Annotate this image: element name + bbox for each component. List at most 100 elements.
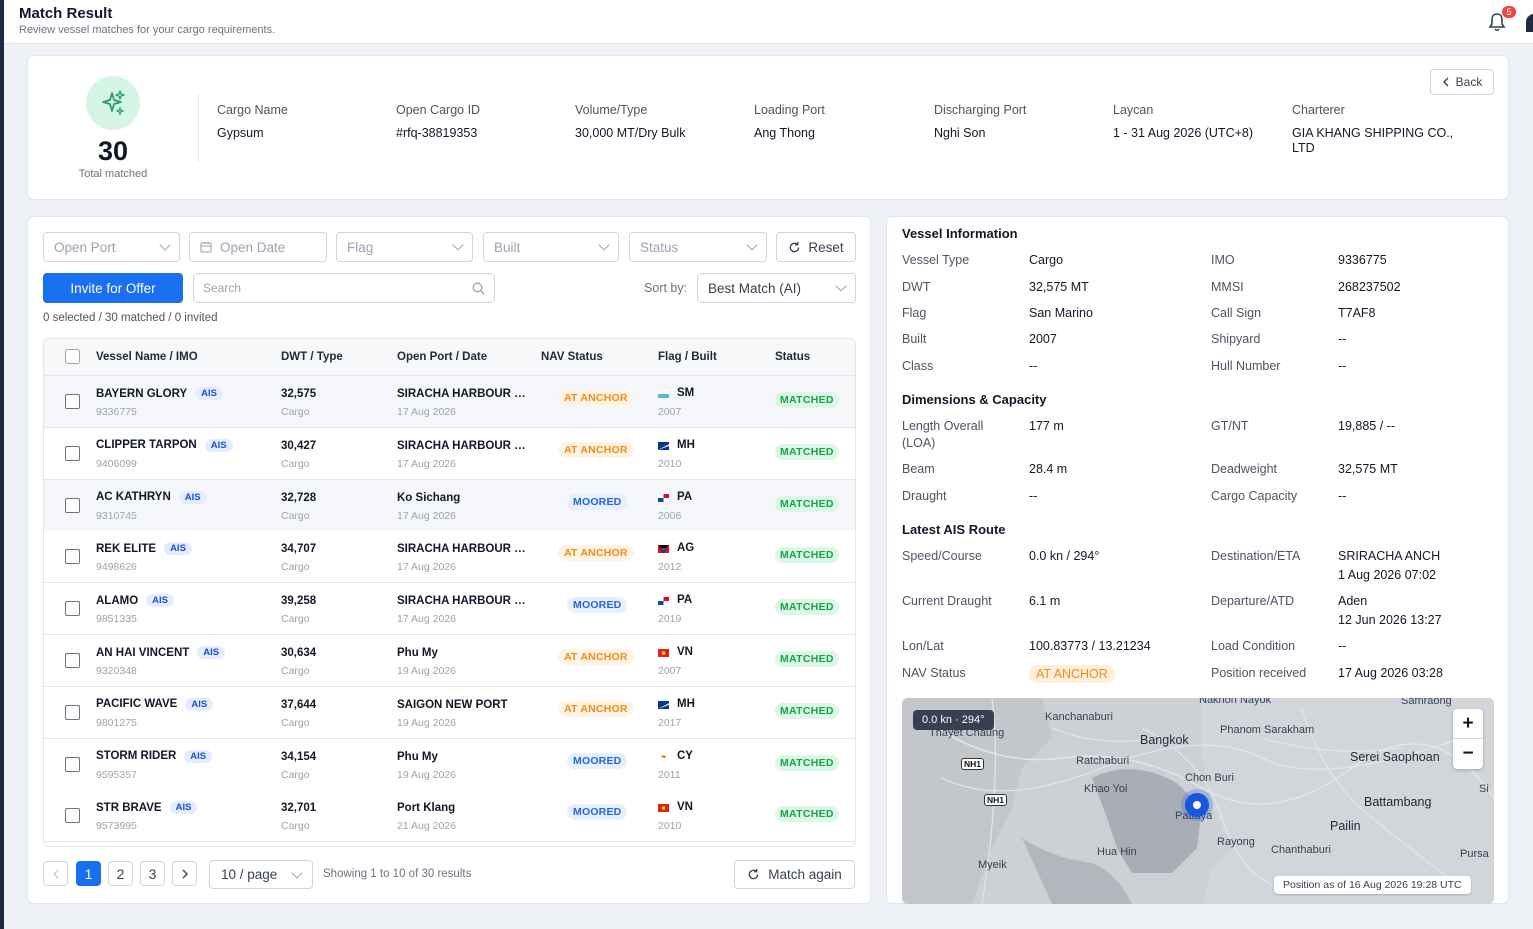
vessel-name[interactable]: ALAMO AIS: [96, 594, 175, 608]
sidebar-edge: [0, 0, 4, 929]
search-input[interactable]: Search: [193, 273, 495, 303]
road-shield: NH1: [984, 794, 1008, 806]
search-icon: [472, 282, 485, 294]
chevron-left-icon: [52, 869, 58, 878]
table-row[interactable]: STR BRAVE AIS 9573995 32,701 Cargo Port Klang…: [44, 790, 855, 843]
built-year: 2012: [658, 561, 682, 574]
vessel-name[interactable]: CLIPPER TARPON AIS: [96, 438, 233, 452]
zoom-in-button[interactable]: +: [1453, 709, 1483, 739]
per-page-select[interactable]: 10 / page: [209, 860, 313, 889]
vessel-name[interactable]: PACIFIC WAVE AIS: [96, 697, 214, 711]
built-year: 2010: [658, 457, 682, 470]
chevron-left-icon: [1442, 77, 1449, 87]
open-date: 19 Aug 2026: [397, 665, 456, 677]
next-page-button[interactable]: [172, 861, 197, 886]
open-port: Ko Sichang: [397, 491, 461, 504]
vessel-type: Cargo: [281, 768, 310, 781]
table-row[interactable]: BAYERN GLORY AIS 9336775 32,575 Cargo SIRACHA…: [44, 376, 855, 428]
row-checkbox[interactable]: [65, 549, 80, 565]
page-1-button[interactable]: 1: [76, 861, 101, 886]
status-filter[interactable]: Status: [629, 232, 767, 262]
table-row[interactable]: AC KATHRYN AIS 9310745 32,728 Cargo Ko Sichan…: [44, 479, 855, 532]
row-checkbox[interactable]: [65, 756, 80, 772]
vessel-imo: 9406099: [96, 457, 137, 470]
zoom-out-button[interactable]: −: [1462, 743, 1474, 764]
vessel-imo: 9320348: [96, 665, 137, 677]
table-row[interactable]: PACIFIC WAVE AIS 9801275 37,644 Cargo SAIGON …: [44, 686, 855, 739]
vessel-name[interactable]: AN HAI VINCENT AIS: [96, 646, 226, 659]
total-matched-label: Total matched: [78, 168, 148, 180]
select-all-checkbox[interactable]: [65, 349, 80, 364]
vessel-dwt: 37,644: [281, 698, 317, 711]
vessel-location-pin-icon[interactable]: [1185, 793, 1209, 817]
vessel-type: Cargo: [281, 509, 310, 522]
built-filter[interactable]: Built: [483, 232, 619, 262]
table-row[interactable]: STORM RIDER AIS 9595357 34,154 Cargo Phu My 19…: [44, 738, 855, 791]
chevron-right-icon: [182, 869, 188, 878]
ais-badge: AIS: [195, 387, 224, 400]
col-dwt: DWT / Type: [281, 351, 343, 363]
row-checkbox[interactable]: [65, 704, 80, 720]
table-row[interactable]: AN HAI VINCENT AIS 9320348 30,634 Cargo Phu M…: [44, 635, 855, 687]
reset-button[interactable]: Reset: [776, 232, 856, 262]
flag-code: AG: [677, 542, 695, 555]
row-checkbox[interactable]: [65, 445, 80, 461]
page-3-button[interactable]: 3: [140, 861, 165, 886]
open-port: SIRACHA HARBOUR PORT: [397, 595, 533, 608]
flag-code: PA: [677, 594, 693, 607]
position-timestamp: Position as of 16 Aug 2026 19:28 UTC: [1274, 876, 1471, 894]
nav-status-badge: AT ANCHOR: [558, 441, 634, 458]
row-checkbox[interactable]: [65, 394, 80, 409]
table-row[interactable]: ALAMO AIS 9851335 39,258 Cargo SIRACHA HARBOU…: [44, 583, 855, 636]
row-checkbox[interactable]: [65, 653, 80, 668]
results-summary: Showing 1 to 10 of 30 results: [323, 868, 472, 880]
nav-status-badge: AT ANCHOR: [558, 545, 634, 562]
vessel-name[interactable]: AC KATHRYN AIS: [96, 490, 207, 504]
match-again-button[interactable]: Match again: [734, 860, 855, 889]
page-title: Match Result: [19, 5, 113, 22]
vessel-name[interactable]: STORM RIDER AIS: [96, 749, 213, 763]
row-checkbox[interactable]: [65, 808, 80, 824]
built-year: 2011: [658, 768, 681, 781]
vessel-name[interactable]: STR BRAVE AIS: [96, 801, 198, 815]
chevron-down-icon: [746, 239, 758, 251]
flag-icon: [658, 649, 669, 657]
laycan-field: Laycan 1 - 31 Aug 2026 (UTC+8): [1113, 103, 1254, 140]
row-checkbox[interactable]: [65, 497, 80, 513]
flag-icon: [658, 441, 669, 450]
total-matched-count: 30: [97, 136, 129, 166]
cargo-name-field: Cargo Name Gypsum: [217, 103, 288, 140]
vessel-imo: 9595357: [96, 768, 137, 781]
open-date: 17 Aug 2026: [397, 509, 456, 522]
page-2-button[interactable]: 2: [108, 861, 133, 886]
sparkle-icon: [86, 76, 140, 130]
col-status: Status: [775, 351, 811, 363]
sort-select[interactable]: Best Match (AI): [697, 273, 856, 303]
vessel-name[interactable]: REK ELITE AIS: [96, 542, 192, 556]
open-date-filter[interactable]: Open Date: [189, 232, 327, 262]
row-checkbox[interactable]: [65, 601, 80, 617]
bell-icon[interactable]: [1488, 12, 1506, 32]
vessel-name[interactable]: BAYERN GLORY AIS: [96, 387, 224, 400]
table-row[interactable]: CLIPPER TARPON AIS 9406099 30,427 Cargo SIRAC…: [44, 427, 855, 480]
vessel-imo: 9310745: [96, 509, 137, 522]
back-button[interactable]: Back: [1430, 69, 1494, 95]
prev-page-button[interactable]: [43, 861, 68, 886]
road-shield: NH1: [961, 758, 985, 770]
vessel-type: Cargo: [281, 561, 310, 574]
col-nav: NAV Status: [541, 351, 603, 363]
ais-badge: AIS: [178, 490, 207, 504]
flag-code: PA: [677, 490, 693, 503]
flag-filter[interactable]: Flag: [336, 232, 473, 262]
ais-badge: AIS: [146, 594, 175, 608]
table-row[interactable]: REK ELITE AIS 9498626 34,707 Cargo SIRACHA HA…: [44, 531, 855, 584]
nav-status-badge: AT ANCHOR: [558, 390, 634, 406]
page-subtitle: Review vessel matches for your cargo req…: [19, 24, 276, 36]
invite-for-offer-button[interactable]: Invite for Offer: [43, 273, 183, 303]
flag-icon: [658, 752, 669, 761]
chevron-down-icon: [452, 239, 464, 251]
vessel-position-map[interactable]: Nakhon Nayok Samraong Kanchanaburi Phano…: [902, 698, 1494, 904]
open-port-filter[interactable]: Open Port: [43, 232, 180, 262]
open-port: Phu My: [397, 750, 438, 763]
nav-status-badge: MOORED: [567, 493, 628, 510]
